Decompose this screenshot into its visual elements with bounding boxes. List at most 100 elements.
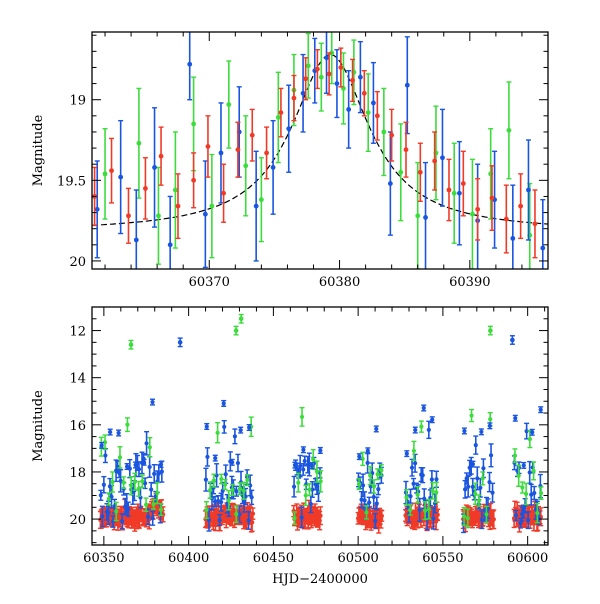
green-point: [241, 481, 247, 500]
blue-point: [470, 460, 476, 468]
green-point: [381, 87, 387, 177]
blue-point: [477, 477, 483, 498]
blue-point: [525, 139, 531, 241]
red-point: [338, 47, 344, 88]
red-point: [446, 158, 452, 222]
y-tick-label: 18: [69, 466, 86, 481]
green-point: [367, 465, 373, 486]
blue-point: [513, 509, 519, 522]
green-point: [375, 468, 381, 481]
blue-point: [300, 53, 306, 133]
blue-point: [212, 454, 218, 462]
red-point: [303, 57, 309, 101]
blue-point: [356, 453, 362, 461]
red-point: [491, 509, 497, 530]
green-point: [469, 408, 475, 423]
green-outlier: [238, 313, 244, 324]
green-point: [128, 476, 134, 496]
green-point: [534, 502, 540, 524]
blue-point: [286, 84, 292, 173]
red-point: [350, 58, 356, 103]
blue-point: [238, 426, 244, 434]
red-point: [317, 506, 323, 526]
blue-point: [144, 430, 150, 456]
green-point: [243, 115, 249, 217]
blue-point: [246, 510, 252, 530]
green-point: [292, 511, 298, 525]
blue-point: [531, 485, 537, 501]
blue-point: [488, 443, 494, 468]
x-tick-label: 60450: [253, 551, 294, 566]
green-point: [226, 490, 232, 511]
green-point: [512, 448, 518, 464]
blue-point: [270, 119, 276, 215]
red-point: [249, 108, 255, 162]
blue-point: [309, 462, 315, 470]
top-panel: 60370 60380 60390 19 19.5 20 Magnitude: [31, 31, 549, 290]
blue-point: [300, 446, 306, 454]
blue-point: [233, 485, 239, 497]
red-point: [326, 52, 332, 96]
blue-point: [409, 458, 415, 477]
blue-point: [107, 428, 113, 436]
blue-point: [235, 453, 241, 473]
blue-point: [253, 150, 259, 262]
green-point: [527, 429, 533, 449]
blue-point: [94, 160, 100, 259]
blue-point: [317, 446, 323, 454]
blue-point: [357, 40, 363, 114]
bottom-panel: 60350 60400 60450 60500 60550 60600 12 14 16 18 20…: [31, 306, 549, 587]
x-tick-label: 60380: [319, 275, 360, 290]
blue-point: [227, 451, 233, 472]
red-point: [389, 108, 395, 162]
blue-point: [110, 515, 116, 528]
green-outlier: [128, 339, 134, 350]
green-point: [151, 498, 157, 510]
blue-point: [249, 489, 255, 506]
green-point: [155, 166, 161, 265]
blue-point: [99, 505, 105, 528]
green-point: [233, 505, 239, 523]
green-point: [226, 60, 232, 149]
red-point: [460, 150, 466, 217]
y-tick-label: 16: [69, 419, 86, 434]
green-point: [415, 161, 421, 269]
bottom-data-area: [97, 313, 544, 534]
red-point: [175, 173, 181, 240]
blue-point: [147, 456, 153, 478]
blue-point: [334, 49, 340, 119]
green-point: [158, 503, 164, 517]
y-axis-label: Magnitude: [31, 390, 46, 462]
blue-point: [525, 511, 531, 530]
green-point: [418, 420, 424, 433]
green-point: [461, 506, 467, 526]
y-tick-label: 14: [69, 372, 86, 387]
green-point: [472, 482, 478, 505]
blue-point: [375, 482, 381, 496]
blue-point: [540, 198, 546, 269]
red-point: [264, 126, 270, 180]
green-point: [378, 464, 384, 477]
blue-point: [98, 489, 104, 501]
blue-point: [202, 160, 208, 269]
green-point: [340, 52, 346, 125]
red-point: [435, 508, 441, 522]
blue-point: [429, 416, 435, 424]
green-point: [433, 481, 439, 504]
blue-point: [229, 458, 235, 466]
green-point: [299, 406, 305, 427]
blue-point: [372, 512, 378, 529]
y-tick-label: 19.5: [57, 174, 86, 189]
blue-point: [423, 161, 429, 269]
blue-outlier: [177, 337, 183, 348]
red-point: [291, 74, 297, 122]
blue-point: [232, 428, 238, 445]
blue-point: [538, 406, 544, 414]
blue-point: [204, 422, 210, 431]
blue-point: [404, 36, 410, 135]
blue-point: [366, 496, 372, 509]
blue-point: [203, 467, 209, 492]
green-point: [306, 483, 312, 497]
